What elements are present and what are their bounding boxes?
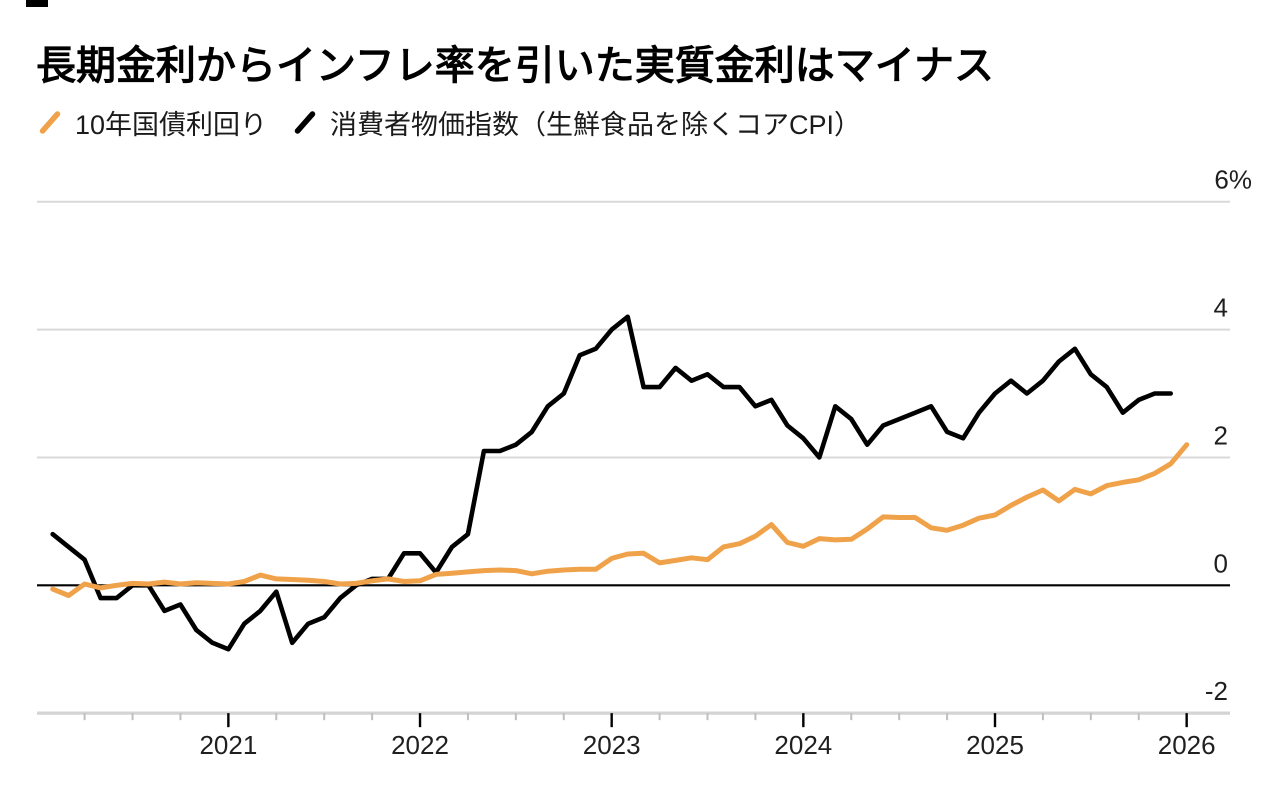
- bond-yield-line: [50, 442, 1190, 598]
- cpi-swatch-icon: [294, 110, 316, 134]
- y-tick-label: 2: [1214, 420, 1228, 450]
- bond-yield-swatch-stroke: [39, 110, 61, 134]
- cpi-line: [50, 314, 1173, 652]
- legend-item-bond-yield: 10年国債利回り: [38, 103, 267, 142]
- x-tick-label: 2023: [583, 730, 641, 760]
- chart-legend: 10年国債利回り 消費者物価指数（生鮮食品を除くコアCPI）: [38, 103, 861, 142]
- legend-item-cpi: 消費者物価指数（生鮮食品を除くコアCPI）: [293, 103, 861, 142]
- y-axis-labels: 6% 4 2 0 -2: [1205, 165, 1252, 706]
- x-axis-labels: 2021 2022 2023 2024 2025 2026: [199, 730, 1215, 760]
- x-tick-label: 2026: [1158, 730, 1216, 760]
- y-tick-label: -2: [1205, 676, 1228, 706]
- legend-label-bond-yield: 10年国債利回り: [75, 109, 268, 140]
- brand-mark: [26, 0, 48, 7]
- y-tick-label: 4: [1214, 293, 1228, 323]
- x-tick-label: 2022: [391, 730, 449, 760]
- x-tick-label: 2024: [774, 730, 832, 760]
- x-tick-label: 2021: [199, 730, 257, 760]
- x-tick-label: 2025: [966, 730, 1024, 760]
- bond-yield-swatch-icon: [39, 110, 61, 134]
- legend-label-cpi: 消費者物価指数（生鮮食品を除くコアCPI）: [330, 109, 862, 140]
- series-lines: [50, 314, 1190, 652]
- y-tick-label: 6%: [1214, 165, 1252, 195]
- gridlines: [37, 200, 1230, 715]
- y-tick-label: 0: [1214, 548, 1228, 578]
- axis-ticks: [83, 713, 1188, 728]
- cpi-swatch-stroke: [294, 110, 316, 134]
- chart-title: 長期金利からインフレ率を引いた実質金利はマイナス: [36, 44, 994, 88]
